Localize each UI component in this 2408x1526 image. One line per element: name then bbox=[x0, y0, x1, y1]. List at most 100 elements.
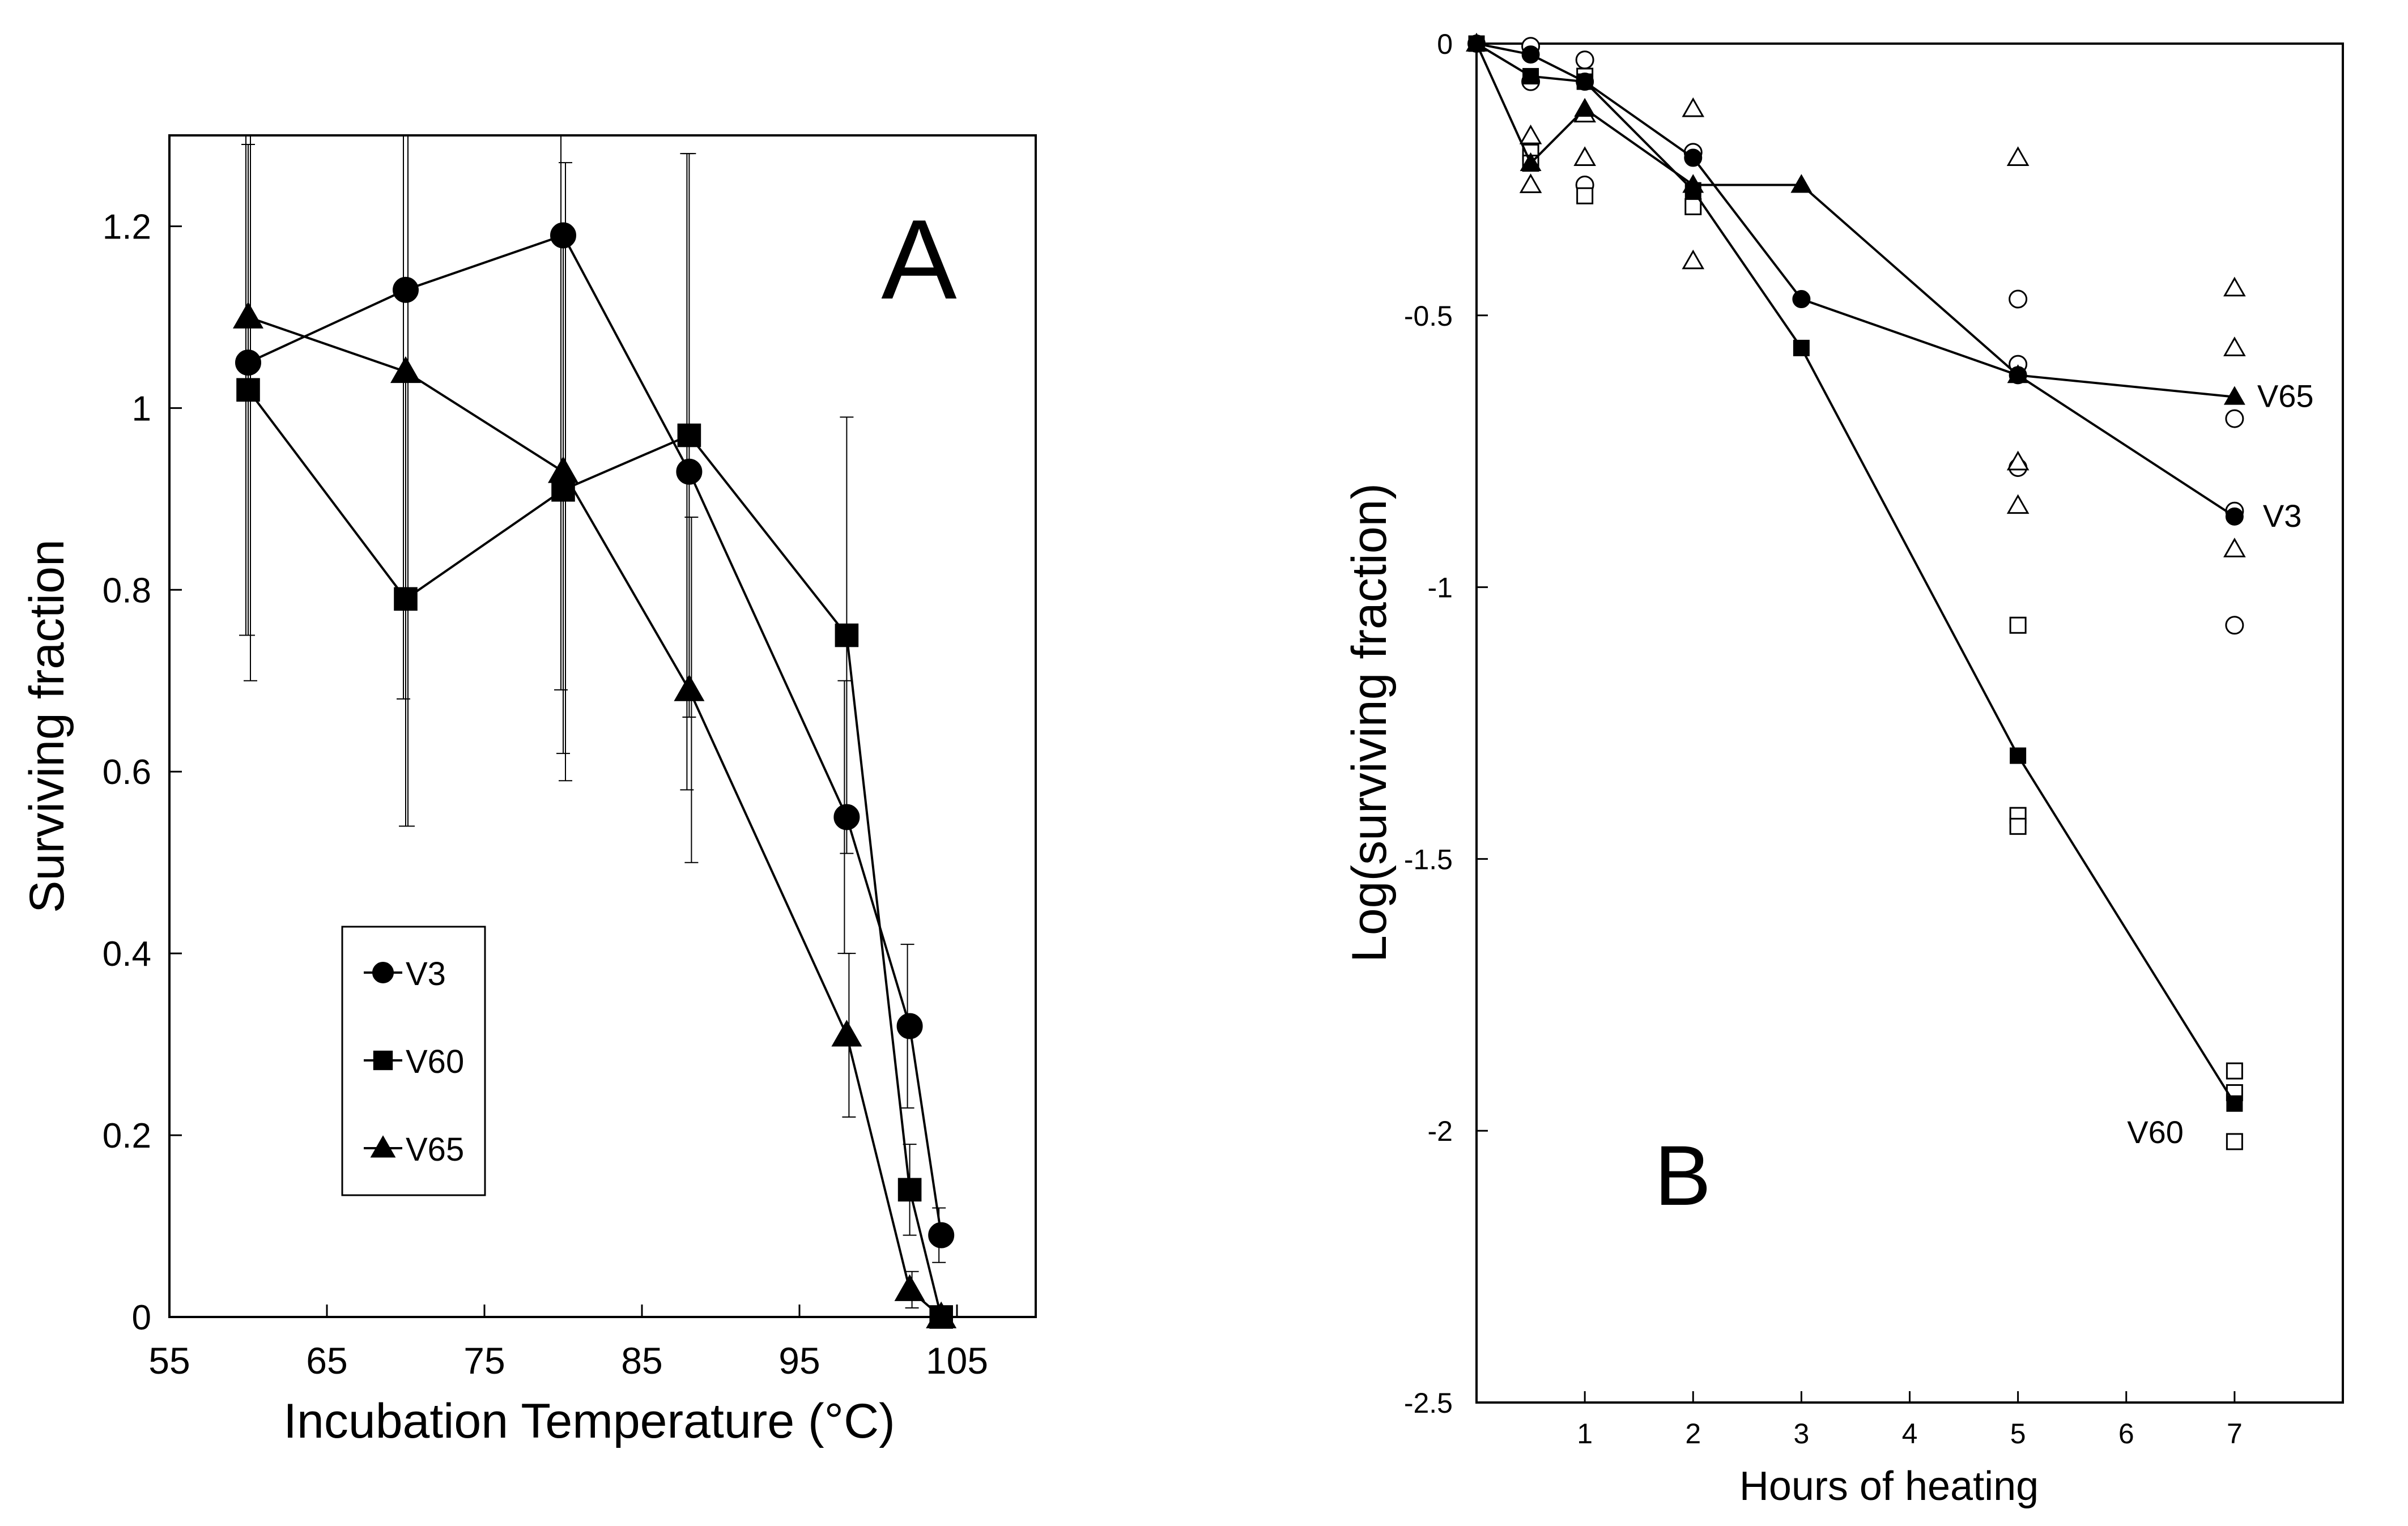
panel-b-y-tick-label: -2.5 bbox=[1404, 1387, 1453, 1419]
panel-b-replicate-v60 bbox=[2009, 817, 2027, 835]
panel-a-point-v3 bbox=[896, 1013, 923, 1039]
panel-b-point-v65 bbox=[1574, 97, 1596, 117]
panel-b-replicate-v60 bbox=[2226, 1062, 2243, 1080]
panel-b-point-v60 bbox=[1793, 339, 1810, 356]
panel-b-y-tick-label: -1.5 bbox=[1404, 843, 1453, 875]
panel-b-point-v60 bbox=[1522, 68, 1539, 85]
chart-panel-b: 1 2 3 4 5 6 7 0 -0.5 -1 -1.5 -2 -2.5 V65 V3 V60 B Hour… bbox=[1342, 28, 2344, 1509]
panel-b-x-tick-label: 3 bbox=[1793, 1418, 1809, 1450]
panel-b-replicate-v60 bbox=[2226, 1133, 2243, 1150]
panel-b-x-tick-label: 4 bbox=[1902, 1418, 1918, 1450]
panel-a-series bbox=[232, 135, 957, 1329]
panel-b-replicate-v3 bbox=[1575, 50, 1594, 70]
panel-b-point-v65 bbox=[1790, 174, 1813, 193]
panel-b-point-v3 bbox=[2225, 507, 2244, 526]
panel-b-replicate-v3 bbox=[2225, 409, 2244, 428]
panel-b-replicate-v65 bbox=[1573, 146, 1596, 166]
panel-a-point-v60 bbox=[394, 587, 418, 611]
panel-a-legend: V3 V60 V65 bbox=[341, 926, 486, 1196]
panel-a-y-tick-label: 0.4 bbox=[103, 935, 151, 974]
panel-b-point-v3 bbox=[1792, 290, 1811, 309]
panel-a-x-tick-label: 55 bbox=[148, 1340, 190, 1382]
panel-b-plot-frame bbox=[1475, 42, 2344, 1404]
panel-b-series-line-v65 bbox=[1475, 43, 2235, 398]
panel-a-point-v60 bbox=[236, 378, 260, 402]
panel-a-x-tick-label: 105 bbox=[926, 1340, 988, 1382]
panel-a-point-v3 bbox=[393, 276, 419, 303]
panel-b-annotation-v60: V60 bbox=[2127, 1114, 2184, 1150]
panel-b-x-tick-label: 5 bbox=[2010, 1418, 2026, 1450]
panel-a-legend-label-v65: V65 bbox=[406, 1131, 464, 1168]
panel-b-replicate-v65 bbox=[2223, 276, 2246, 297]
panel-a-legend-label-v60: V60 bbox=[406, 1043, 464, 1080]
panel-b-replicate-v60 bbox=[1576, 187, 1594, 204]
panel-b-y-tick-label: -1 bbox=[1428, 572, 1453, 604]
panel-a-x-tick-label: 65 bbox=[306, 1340, 347, 1382]
panel-b-y-axis-label: Log(surviving fraction) bbox=[1342, 483, 1397, 962]
panel-a-plot-frame bbox=[168, 134, 1037, 1318]
panel-b-x-tick-label: 6 bbox=[2118, 1418, 2134, 1450]
panel-b-replicate-v65 bbox=[1682, 97, 1705, 117]
panel-a-point-v60 bbox=[897, 1178, 922, 1202]
panel-a-y-tick-label: 1 bbox=[132, 389, 151, 428]
panel-b-replicates bbox=[1519, 37, 2246, 1150]
panel-b-replicate-v65 bbox=[2006, 146, 2030, 166]
panel-a-legend-marker-v65 bbox=[370, 1135, 396, 1158]
panel-a-axes: 55 65 75 85 95 105 0 0.2 0.4 0.6 0.8 1 1.2 bbox=[103, 207, 988, 1382]
panel-a-y-tick-label: 0.2 bbox=[103, 1116, 151, 1156]
panel-a-point-v65 bbox=[390, 356, 422, 383]
panel-b-y-tick-label: -2 bbox=[1428, 1115, 1453, 1147]
panel-a-point-v65 bbox=[894, 1274, 925, 1301]
panel-a-x-tick-label: 85 bbox=[621, 1340, 662, 1382]
panel-b-replicate-v60 bbox=[2009, 616, 2027, 634]
panel-b-point-v65 bbox=[1520, 152, 1542, 172]
panel-a-label: A bbox=[881, 197, 957, 323]
panel-b-point-v65 bbox=[2007, 364, 2029, 383]
panel-b-label: B bbox=[1654, 1128, 1711, 1223]
panel-a-y-axis-label: Surviving fraction bbox=[20, 539, 74, 913]
panel-a-point-v65 bbox=[926, 1301, 957, 1328]
panel-b-point-v3 bbox=[1521, 45, 1540, 64]
panel-a-x-axis-label: Incubation Temperature (°C) bbox=[283, 1394, 895, 1448]
panel-b-point-v65 bbox=[1466, 32, 1487, 52]
panel-a-point-v65 bbox=[674, 674, 705, 701]
panel-a-point-v65 bbox=[547, 456, 579, 483]
panel-b-point-v60 bbox=[1576, 73, 1593, 90]
panel-a-legend-marker-v60 bbox=[373, 1050, 393, 1071]
panel-a-x-tick-label: 95 bbox=[778, 1340, 820, 1382]
panel-a-x-tick-label: 75 bbox=[463, 1340, 505, 1382]
panel-a-y-tick-label: 0 bbox=[132, 1298, 151, 1337]
panel-b-annotation-v3: V3 bbox=[2263, 498, 2302, 534]
panel-b-replicate-v65 bbox=[1682, 249, 1705, 270]
panel-b-y-tick-label: 0 bbox=[1437, 28, 1453, 60]
panel-a-y-tick-label: 0.8 bbox=[103, 571, 151, 610]
panel-b-x-tick-label: 7 bbox=[2227, 1418, 2243, 1450]
chart-panel-a: 55 65 75 85 95 105 0 0.2 0.4 0.6 0.8 1 1.2 A Incubat… bbox=[20, 134, 1037, 1448]
panel-b-point-v65 bbox=[2223, 386, 2245, 405]
panel-b-replicate-v3 bbox=[2009, 289, 2028, 309]
panel-b-x-tick-label: 1 bbox=[1577, 1418, 1593, 1450]
panel-b-x-tick-label: 2 bbox=[1685, 1418, 1701, 1450]
panel-a-legend-label-v3: V3 bbox=[406, 956, 446, 992]
panel-b-annotation-v65: V65 bbox=[2257, 378, 2314, 414]
panel-a-point-v65 bbox=[232, 301, 264, 329]
panel-a-legend-marker-v3 bbox=[372, 962, 394, 983]
panel-b-point-v65 bbox=[1682, 174, 1704, 193]
panel-b-replicate-v65 bbox=[2223, 538, 2246, 557]
panel-b-replicate-v60 bbox=[1684, 198, 1702, 215]
panel-b-replicate-v65 bbox=[2006, 494, 2030, 514]
panel-b-replicate-v65 bbox=[2006, 450, 2030, 471]
panel-b-y-tick-label: -0.5 bbox=[1404, 300, 1453, 332]
panel-b-replicate-v65 bbox=[1519, 124, 1542, 144]
panel-b-series: V65 V3 V60 bbox=[1466, 32, 2314, 1150]
panel-b-axes: 1 2 3 4 5 6 7 0 -0.5 -1 -1.5 -2 -2.5 bbox=[1404, 28, 2243, 1450]
panel-b-point-v3 bbox=[1684, 148, 1703, 167]
panel-b-replicate-v65 bbox=[2223, 336, 2246, 356]
panel-b-x-axis-label: Hours of heating bbox=[1739, 1464, 2039, 1509]
panel-a-point-v3 bbox=[928, 1222, 955, 1248]
panel-b-point-v60 bbox=[2226, 1095, 2243, 1112]
panel-b-replicate-v3 bbox=[2225, 616, 2244, 635]
panel-a-y-tick-label: 0.6 bbox=[103, 753, 151, 792]
panel-a-point-v60 bbox=[677, 423, 701, 447]
